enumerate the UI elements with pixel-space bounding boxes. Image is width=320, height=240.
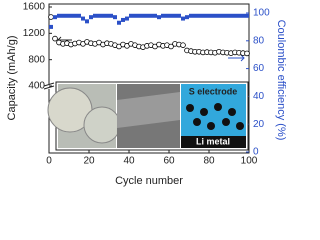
marker <box>69 13 73 18</box>
y-tick-label: 1200 <box>23 28 46 39</box>
marker <box>133 13 137 18</box>
x-tick-label: 20 <box>83 156 95 167</box>
y2-tick-label: 80 <box>253 35 265 46</box>
annotation: S electrode <box>189 86 238 96</box>
y-tick-label: 1600 <box>23 2 46 13</box>
marker <box>245 13 249 18</box>
marker <box>217 13 221 18</box>
annotation: Li metal <box>196 136 230 146</box>
marker <box>241 13 245 18</box>
marker <box>93 13 97 18</box>
marker <box>65 13 69 18</box>
marker <box>97 13 101 18</box>
marker <box>81 16 85 21</box>
y-tick-label: 400 <box>28 81 45 92</box>
x-tick-label: 100 <box>241 156 258 167</box>
marker <box>141 13 145 18</box>
marker <box>197 13 201 18</box>
marker <box>117 20 121 25</box>
marker <box>229 13 233 18</box>
y2-tick-label: 100 <box>253 8 270 19</box>
marker <box>52 35 58 42</box>
y2-tick-label: 60 <box>253 63 265 74</box>
marker <box>48 14 54 20</box>
marker <box>157 15 161 20</box>
y2-tick-label: 40 <box>253 91 265 102</box>
y2-axis-label: Coulombic efficiency (%) <box>275 20 287 141</box>
marker <box>129 13 133 18</box>
marker <box>180 42 186 48</box>
marker <box>57 13 61 18</box>
marker <box>113 15 117 20</box>
x-tick-label: 40 <box>123 156 135 167</box>
marker <box>77 13 81 18</box>
marker <box>221 13 225 18</box>
marker <box>89 15 93 20</box>
x-tick-label: 60 <box>163 156 175 167</box>
chart: Cycle number Capacity (mAh/g) Coulombic … <box>6 2 287 187</box>
marker <box>101 13 105 18</box>
y2-tick-label: 20 <box>253 119 265 130</box>
marker <box>53 15 57 20</box>
marker <box>185 15 189 20</box>
marker <box>209 13 213 18</box>
marker <box>173 13 177 18</box>
marker <box>153 13 157 18</box>
y-tick-label: 800 <box>28 54 45 65</box>
marker <box>233 13 237 18</box>
marker <box>85 19 89 24</box>
marker <box>149 13 153 18</box>
marker <box>161 13 165 18</box>
marker <box>125 16 129 21</box>
x-tick-label: 0 <box>46 156 52 167</box>
marker <box>61 13 65 18</box>
x-axis-label: Cycle number <box>115 175 183 187</box>
marker <box>244 50 250 57</box>
marker <box>189 13 193 18</box>
marker <box>193 13 197 18</box>
marker <box>105 13 109 18</box>
marker <box>177 13 181 18</box>
y-axis-label: Capacity (mAh/g) <box>6 36 18 121</box>
marker <box>225 13 229 18</box>
y2-tick-label: 0 <box>253 147 259 158</box>
marker <box>109 13 113 18</box>
marker <box>49 24 53 29</box>
marker <box>201 13 205 18</box>
x-tick-label: 80 <box>203 156 215 167</box>
marker <box>137 13 141 18</box>
marker <box>168 43 174 50</box>
marker <box>121 17 125 22</box>
marker <box>213 13 217 18</box>
marker <box>205 13 209 18</box>
marker <box>145 13 149 18</box>
marker <box>237 13 241 18</box>
inset: S electrode Li metal <box>47 81 249 151</box>
marker <box>181 16 185 21</box>
marker <box>169 13 173 18</box>
marker <box>165 13 169 18</box>
marker <box>73 13 77 18</box>
plot-frame <box>48 3 250 154</box>
